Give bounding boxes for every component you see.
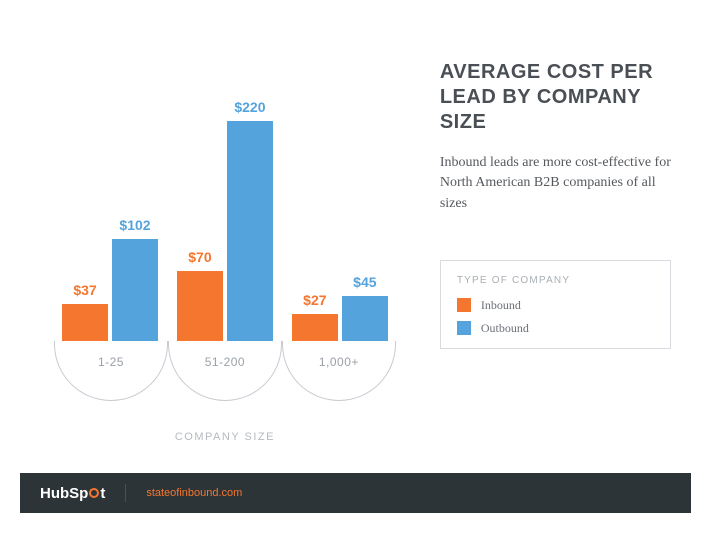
bar-inbound: $37 [62,304,108,341]
chart-subtitle: Inbound leads are more cost-effective fo… [440,153,671,214]
brand-suffix: t [100,485,105,502]
chart-area: $37$102$70$220$27$45 1-2551-2001,000+ CO… [40,40,410,443]
legend-swatch [457,298,471,312]
category-label: 1-25 [98,355,124,369]
bar-outbound: $102 [112,239,158,341]
chart-title: AVERAGE COST PER LEAD BY COMPANY SIZE [440,60,671,135]
x-axis-label: COMPANY SIZE [40,431,410,443]
bar-outbound: $45 [342,296,388,341]
bar-value-label: $70 [188,249,211,265]
category-label: 51-200 [205,355,245,369]
category-label: 1,000+ [319,355,359,369]
legend-label: Inbound [481,298,521,313]
footer-link: stateofinbound.com [146,487,242,499]
bar-value-label: $102 [119,217,150,233]
legend-label: Outbound [481,321,529,336]
bars-row: $37$102$70$220$27$45 [62,121,388,341]
bar-value-label: $37 [73,282,96,298]
category-arcs-row: 1-25 51-200 1,000+ [54,341,396,411]
footer-bar: HubSpt stateofinbound.com [20,473,691,513]
category-arc: 1-25 [54,341,168,401]
bar-value-label: $27 [303,292,326,308]
legend-item: Inbound [457,298,654,313]
legend-box: TYPE OF COMPANY Inbound Outbound [440,260,671,349]
bar-outbound: $220 [227,121,273,341]
brand-logo: HubSpt [40,485,105,502]
category-arc: 1,000+ [282,341,396,401]
legend-items: Inbound Outbound [457,298,654,336]
footer-divider [125,484,126,502]
bar-inbound: $70 [177,271,223,341]
category-arc: 51-200 [168,341,282,401]
sprocket-icon [89,488,99,498]
legend-item: Outbound [457,321,654,336]
bar-value-label: $45 [353,274,376,290]
side-panel: AVERAGE COST PER LEAD BY COMPANY SIZE In… [410,40,671,443]
infographic-page: $37$102$70$220$27$45 1-2551-2001,000+ CO… [0,0,711,533]
bar-group: $27$45 [292,296,388,341]
bar-group: $37$102 [62,239,158,341]
bar-group: $70$220 [177,121,273,341]
legend-title: TYPE OF COMPANY [457,275,654,286]
legend-swatch [457,321,471,335]
brand-prefix: HubSp [40,485,88,502]
bar-value-label: $220 [234,99,265,115]
content-row: $37$102$70$220$27$45 1-2551-2001,000+ CO… [40,40,671,443]
bar-inbound: $27 [292,314,338,341]
